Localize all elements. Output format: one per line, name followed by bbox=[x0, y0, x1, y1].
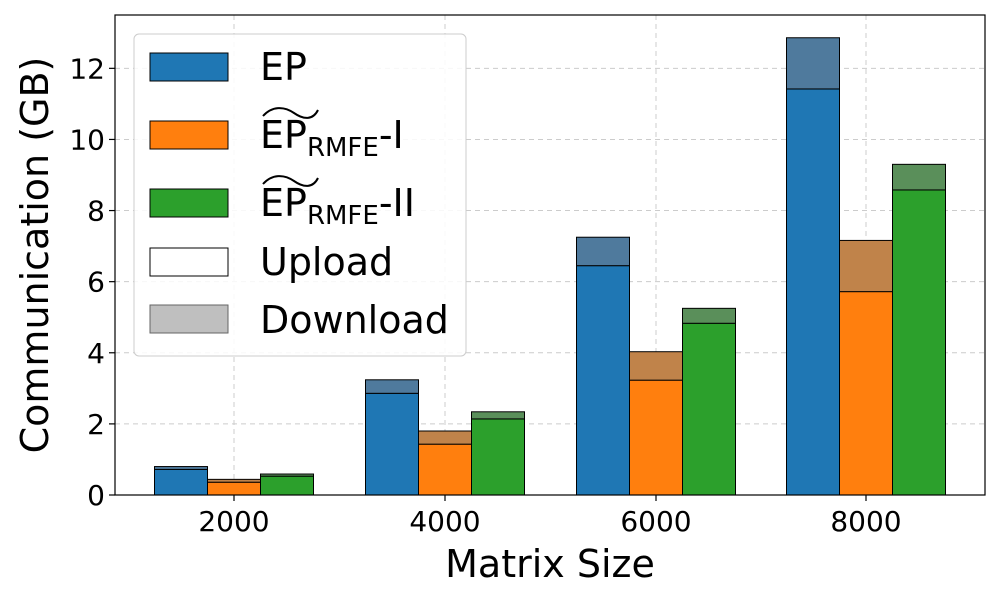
legend-sub-rmfe-i: RMFE bbox=[307, 133, 379, 163]
legend-swatch-rmfe-ii bbox=[149, 188, 229, 218]
bar-download-ep-rmfe-i-4000 bbox=[418, 430, 472, 445]
bar-upload-ep-rmfe-i-8000 bbox=[839, 291, 893, 496]
legend-main-rmfe-ii: EP bbox=[260, 181, 307, 225]
bar-download-ep-rmfe-ii-8000 bbox=[892, 163, 946, 191]
legend-swatch-download bbox=[149, 304, 229, 334]
legend-swatch-rmfe-i bbox=[149, 120, 229, 150]
x-tick-label: 4000 bbox=[409, 505, 480, 538]
bar-upload-ep-4000 bbox=[365, 392, 419, 496]
legend: EP EPRMFE-I EPRMFE-II Upload Download bbox=[133, 33, 467, 357]
bar-download-ep-rmfe-i-8000 bbox=[839, 239, 893, 293]
legend-suffix-rmfe-ii: -II bbox=[379, 181, 415, 225]
bar-upload-ep-rmfe-i-2000 bbox=[207, 481, 261, 496]
bar-download-ep-rmfe-i-6000 bbox=[629, 351, 683, 381]
bar-upload-ep-rmfe-ii-8000 bbox=[892, 189, 946, 496]
legend-label-rmfe-ii: EPRMFE-II bbox=[260, 175, 415, 231]
tilde-icon bbox=[262, 175, 319, 187]
x-ticks: 2000 4000 6000 8000 bbox=[198, 495, 902, 538]
legend-suffix-rmfe-i: -I bbox=[379, 113, 404, 157]
tilde-icon bbox=[262, 107, 319, 119]
bar-upload-ep-rmfe-ii-6000 bbox=[682, 322, 736, 496]
bar-download-ep-8000 bbox=[786, 37, 840, 90]
y-tick-label: 12 bbox=[69, 52, 105, 85]
bar-upload-ep-8000 bbox=[786, 88, 840, 496]
y-tick-label: 8 bbox=[87, 195, 105, 228]
bar-download-ep-4000 bbox=[365, 379, 419, 394]
legend-swatch-upload bbox=[149, 247, 229, 277]
bar-download-ep-6000 bbox=[576, 236, 630, 267]
legend-sub-rmfe-ii: RMFE bbox=[307, 201, 379, 231]
y-tick-label: 10 bbox=[69, 123, 105, 156]
svg-text:EPRMFE-I: EPRMFE-I bbox=[260, 113, 404, 163]
bar-upload-ep-rmfe-ii-4000 bbox=[471, 418, 525, 496]
x-tick-label: 8000 bbox=[830, 505, 901, 538]
y-tick-label: 2 bbox=[87, 408, 105, 441]
bar-upload-ep-6000 bbox=[576, 265, 630, 496]
legend-swatch-ep bbox=[149, 52, 229, 82]
y-ticks: 0 2 4 6 8 10 12 bbox=[69, 52, 115, 512]
legend-label-rmfe-i: EPRMFE-I bbox=[260, 107, 404, 163]
bar-upload-ep-rmfe-i-4000 bbox=[418, 443, 472, 496]
legend-label-download: Download bbox=[260, 298, 449, 342]
y-tick-label: 6 bbox=[87, 266, 105, 299]
y-axis-label: Communication (GB) bbox=[13, 57, 57, 454]
bar-upload-ep-rmfe-ii-2000 bbox=[260, 475, 314, 496]
y-tick-label: 0 bbox=[87, 479, 105, 512]
bar-download-ep-2000 bbox=[154, 466, 208, 470]
y-tick-label: 4 bbox=[87, 337, 105, 370]
legend-label-ep: EP bbox=[260, 45, 307, 89]
svg-text:EPRMFE-II: EPRMFE-II bbox=[260, 181, 415, 231]
x-tick-label: 6000 bbox=[620, 505, 691, 538]
plot-frame bbox=[114, 14, 986, 496]
x-axis-label: Matrix Size bbox=[445, 542, 655, 586]
bar-upload-ep-rmfe-i-6000 bbox=[629, 379, 683, 496]
bar-upload-ep-2000 bbox=[154, 468, 208, 496]
bar-download-ep-rmfe-ii-6000 bbox=[682, 307, 736, 324]
bars bbox=[154, 37, 946, 496]
bar-download-ep-rmfe-i-2000 bbox=[207, 478, 261, 483]
bar-download-ep-rmfe-ii-4000 bbox=[471, 411, 525, 420]
legend-main-rmfe-i: EP bbox=[260, 113, 307, 157]
x-tick-label: 2000 bbox=[198, 505, 269, 538]
legend-label-upload: Upload bbox=[260, 240, 393, 284]
bar-download-ep-rmfe-ii-2000 bbox=[260, 473, 314, 477]
